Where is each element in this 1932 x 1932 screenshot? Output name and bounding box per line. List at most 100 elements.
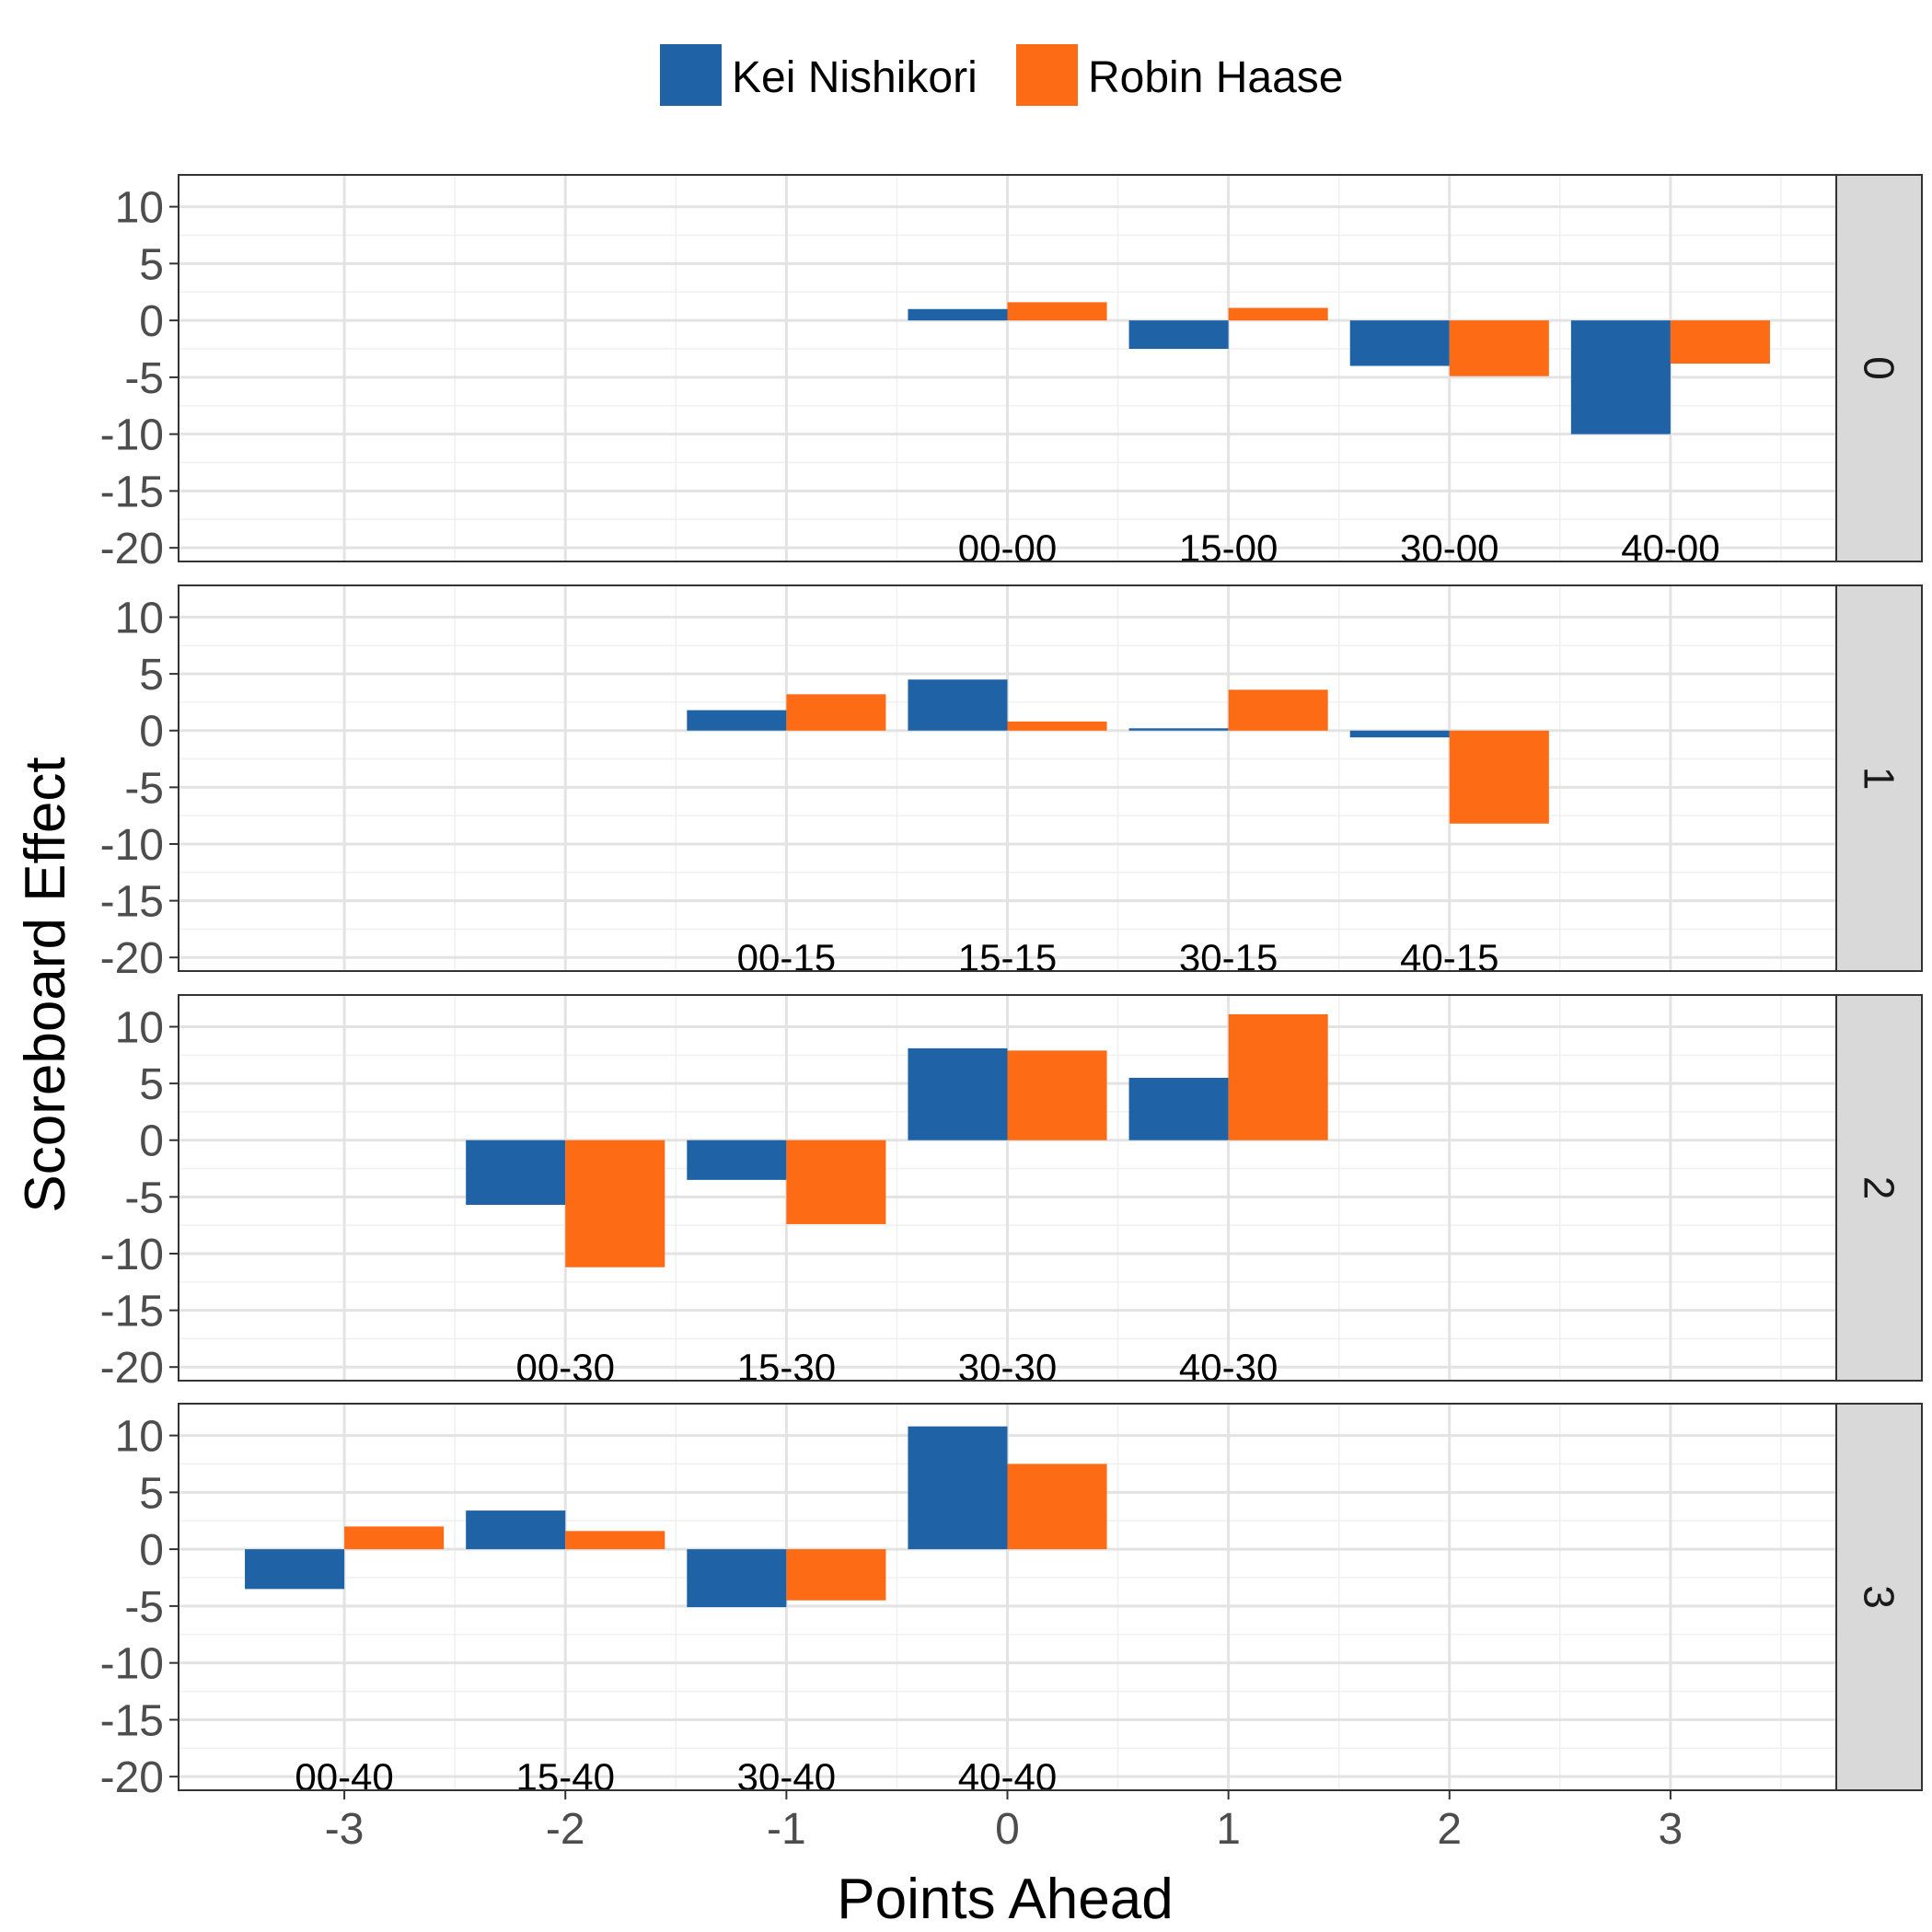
y-tick-label: 10 <box>115 1413 164 1462</box>
bar-robin-haase-15-00 <box>1228 307 1328 321</box>
bar-kei-nishikori-40-30 <box>1128 1077 1229 1140</box>
score-label-15-00: 15-00 <box>1179 526 1278 570</box>
y-tick-label: -5 <box>124 354 164 403</box>
bar-kei-nishikori-00-15 <box>687 710 787 731</box>
score-label-15-15: 15-15 <box>958 936 1057 979</box>
bar-kei-nishikori-15-40 <box>466 1510 566 1550</box>
score-label-40-30: 40-30 <box>1179 1346 1278 1389</box>
score-label-00-30: 00-30 <box>516 1346 615 1389</box>
bar-kei-nishikori-40-15 <box>1349 730 1450 738</box>
y-tick-label: -20 <box>100 1753 164 1802</box>
y-tick-label: 10 <box>115 1004 164 1053</box>
y-tick-label: -15 <box>100 878 164 927</box>
y-tick-label: -15 <box>100 468 164 516</box>
y-tick-label: 0 <box>139 1526 164 1575</box>
bar-kei-nishikori-30-40 <box>687 1549 787 1608</box>
x-tick-label: 0 <box>995 1805 1020 1854</box>
legend-label-robin-haase: Robin Haase <box>1088 53 1344 102</box>
bar-robin-haase-30-40 <box>786 1549 886 1601</box>
bar-robin-haase-15-40 <box>565 1531 665 1550</box>
bar-robin-haase-00-40 <box>344 1526 445 1550</box>
score-label-15-30: 15-30 <box>737 1346 836 1389</box>
legend: Kei Nishikori Robin Haase <box>660 44 1344 106</box>
y-tick-label: -20 <box>100 525 164 573</box>
y-tick-label: -5 <box>124 764 164 813</box>
bar-robin-haase-40-30 <box>1228 1013 1328 1140</box>
score-label-30-15: 30-15 <box>1179 936 1278 979</box>
x-tick-label: 3 <box>1659 1805 1683 1854</box>
legend-key-robin-haase <box>1016 44 1078 106</box>
bar-kei-nishikori-00-30 <box>466 1140 566 1205</box>
y-axis-title: Scoreboard Effect <box>14 757 77 1212</box>
score-label-40-15: 40-15 <box>1400 936 1498 979</box>
bar-kei-nishikori-40-40 <box>908 1426 1008 1550</box>
y-tick-label: 5 <box>139 1469 164 1518</box>
bar-kei-nishikori-00-00 <box>908 308 1008 321</box>
facet-strip-1 <box>1835 584 1923 972</box>
y-tick-label: -15 <box>100 1288 164 1336</box>
facet-strip-label-2: 2 <box>1856 1176 1903 1200</box>
x-axis-title: Points Ahead <box>837 1868 1173 1931</box>
y-tick-label: 10 <box>115 184 164 233</box>
y-tick-label: -20 <box>100 1344 164 1393</box>
y-tick-label: 0 <box>139 1117 164 1166</box>
score-label-00-00: 00-00 <box>958 526 1057 570</box>
facet-panels: 00-00 15-00 30-00 40-001050-5-10-15-20000-1… <box>100 174 1923 1802</box>
y-tick-label: -10 <box>100 1231 164 1279</box>
score-label-00-15: 00-15 <box>737 936 836 979</box>
bar-kei-nishikori-30-15 <box>1128 728 1229 731</box>
y-tick-label: 10 <box>115 595 164 643</box>
legend-key-kei-nishikori <box>660 44 722 106</box>
score-label-30-30: 30-30 <box>958 1346 1057 1389</box>
facet-strip-0 <box>1835 174 1923 562</box>
bar-kei-nishikori-15-15 <box>908 679 1008 731</box>
bar-robin-haase-00-15 <box>786 694 886 731</box>
bar-robin-haase-30-00 <box>1449 320 1549 376</box>
y-tick-label: -5 <box>124 1583 164 1632</box>
y-tick-label: 5 <box>139 651 164 700</box>
bar-robin-haase-40-15 <box>1449 730 1549 824</box>
bar-robin-haase-30-15 <box>1228 689 1328 731</box>
bar-robin-haase-40-40 <box>1007 1463 1107 1550</box>
facet-panel-0: 00-00 15-00 30-00 40-00 10 5 0 -5 -10 -15 -20 0 <box>100 174 1923 573</box>
bar-kei-nishikori-00-40 <box>245 1549 345 1590</box>
facet-panel-2: 00-30 15-30 30-30 40-30 10 5 0 -5 -10 -15 -20 2 <box>100 994 1923 1393</box>
bar-robin-haase-00-00 <box>1007 302 1107 321</box>
score-label-40-00: 40-00 <box>1621 526 1719 570</box>
bar-robin-haase-30-30 <box>1007 1050 1107 1140</box>
bar-robin-haase-15-15 <box>1007 721 1107 731</box>
bar-robin-haase-15-30 <box>786 1140 886 1224</box>
x-tick-label: 2 <box>1437 1805 1462 1854</box>
legend-label-kei-nishikori: Kei Nishikori <box>732 53 978 102</box>
x-axis: -3 -2 -1 0 1 2 3 <box>325 1790 1683 1854</box>
facet-panel-1: 00-15 15-15 30-15 40-15 10 5 0 -5 -10 -15 -20 1 <box>100 584 1923 983</box>
facet-strip-label-1: 1 <box>1856 767 1903 791</box>
x-tick-label: -1 <box>767 1805 806 1854</box>
y-tick-label: -20 <box>100 934 164 983</box>
score-label-30-00: 30-00 <box>1400 526 1498 570</box>
bar-robin-haase-40-00 <box>1670 320 1770 364</box>
bar-robin-haase-00-30 <box>565 1140 665 1267</box>
y-tick-label: -15 <box>100 1696 164 1745</box>
facet-strip-label-3: 3 <box>1856 1585 1903 1609</box>
bar-kei-nishikori-15-30 <box>687 1140 787 1180</box>
bar-kei-nishikori-30-30 <box>908 1047 1008 1140</box>
y-tick-label: 5 <box>139 240 164 289</box>
y-tick-label: -10 <box>100 821 164 870</box>
x-tick-label: -3 <box>325 1805 364 1854</box>
x-tick-label: 1 <box>1216 1805 1241 1854</box>
y-tick-label: -5 <box>124 1174 164 1222</box>
y-tick-label: 0 <box>139 297 164 346</box>
x-tick-label: -2 <box>546 1805 585 1854</box>
y-tick-label: -10 <box>100 1640 164 1689</box>
y-tick-label: 0 <box>139 708 164 757</box>
facet-strip-label-0: 0 <box>1856 356 1903 380</box>
bar-kei-nishikori-15-00 <box>1128 320 1229 349</box>
y-tick-label: -10 <box>100 411 164 460</box>
facet-strip-2 <box>1835 994 1923 1382</box>
facet-strip-3 <box>1835 1403 1923 1791</box>
bar-kei-nishikori-40-00 <box>1570 320 1671 434</box>
y-tick-label: 5 <box>139 1060 164 1109</box>
